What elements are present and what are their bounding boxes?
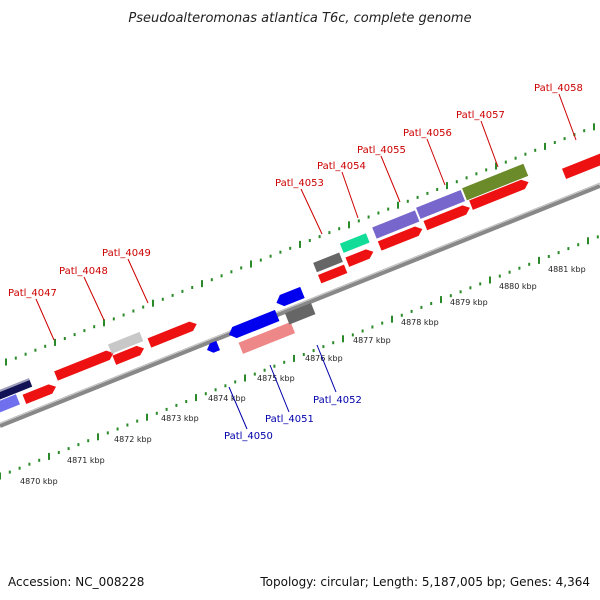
gene-feature[interactable] [284,303,316,325]
kbp-label: 4877 kbp [353,336,391,345]
gene-label-patl-4054[interactable]: Patl_4054 [317,161,366,172]
gene-label-patl-4047[interactable]: Patl_4047 [8,288,57,299]
kbp-label: 4876 kbp [305,354,343,363]
gene-feature[interactable] [0,378,33,402]
reverse-gene-labels: Patl_4050 Patl_4051 Patl_4052 [224,395,362,442]
accession-text: Accession: NC_008228 [8,575,144,589]
tick-track-lower [0,235,599,480]
map-title: Pseudoalteromonas atlantica T6c, complet… [128,11,471,26]
gene-label-patl-4048[interactable]: Patl_4048 [59,266,108,277]
gene-label-patl-4049[interactable]: Patl_4049 [102,248,151,259]
gene-label-patl-4051[interactable]: Patl_4051 [265,414,314,425]
gene-feature[interactable] [0,394,20,413]
gene-label-patl-4053[interactable]: Patl_4053 [275,178,324,189]
gene-feature[interactable] [416,189,466,219]
forward-genes [0,150,600,413]
kbp-label: 4878 kbp [401,318,439,327]
kbp-label: 4879 kbp [450,298,488,307]
forward-gene-labels: Patl_4047 Patl_4048 Patl_4049 Patl_4053 … [8,83,583,299]
gene-label-patl-4056[interactable]: Patl_4056 [403,128,452,139]
kbp-label: 4873 kbp [161,414,199,423]
kbp-label: 4871 kbp [67,456,105,465]
gene-feature[interactable] [205,340,220,355]
label-leader-lines-forward [35,93,577,341]
tick-track-upper [5,123,595,366]
gene-feature[interactable] [147,319,199,348]
gene-feature[interactable] [377,224,424,251]
gene-feature[interactable] [107,331,144,354]
gene-feature[interactable] [22,382,58,405]
gene-feature[interactable] [423,203,471,231]
gene-label-patl-4058[interactable]: Patl_4058 [534,83,583,94]
kbp-label: 4880 kbp [499,282,537,291]
genome-backbone [0,182,600,428]
gene-feature[interactable] [0,378,30,395]
gene-label-patl-4050[interactable]: Patl_4050 [224,431,273,442]
gene-feature[interactable] [462,163,529,201]
gene-feature[interactable] [562,150,600,180]
gene-feature[interactable] [112,344,145,365]
label-leader-lines-reverse [228,344,337,430]
gene-label-patl-4057[interactable]: Patl_4057 [456,110,505,121]
reverse-genes [205,286,316,355]
genome-summary-text: Topology: circular; Length: 5,187,005 bp… [259,575,590,589]
kbp-label: 4872 kbp [114,435,152,444]
kbp-label: 4881 kbp [548,265,586,274]
gene-feature[interactable] [54,348,115,381]
gene-label-patl-4052[interactable]: Patl_4052 [313,395,362,406]
gene-feature[interactable] [469,178,530,210]
gene-feature[interactable] [274,286,305,309]
gene-label-patl-4055[interactable]: Patl_4055 [357,145,406,156]
gene-feature[interactable] [372,210,420,239]
gene-feature[interactable] [313,252,343,273]
gene-feature[interactable] [345,247,375,267]
kbp-label: 4870 kbp [20,477,58,486]
gene-feature[interactable] [318,264,348,284]
gene-feature[interactable] [238,321,296,354]
gene-feature[interactable] [339,233,370,253]
gene-feature[interactable] [227,309,280,340]
kbp-label: 4874 kbp [208,394,246,403]
